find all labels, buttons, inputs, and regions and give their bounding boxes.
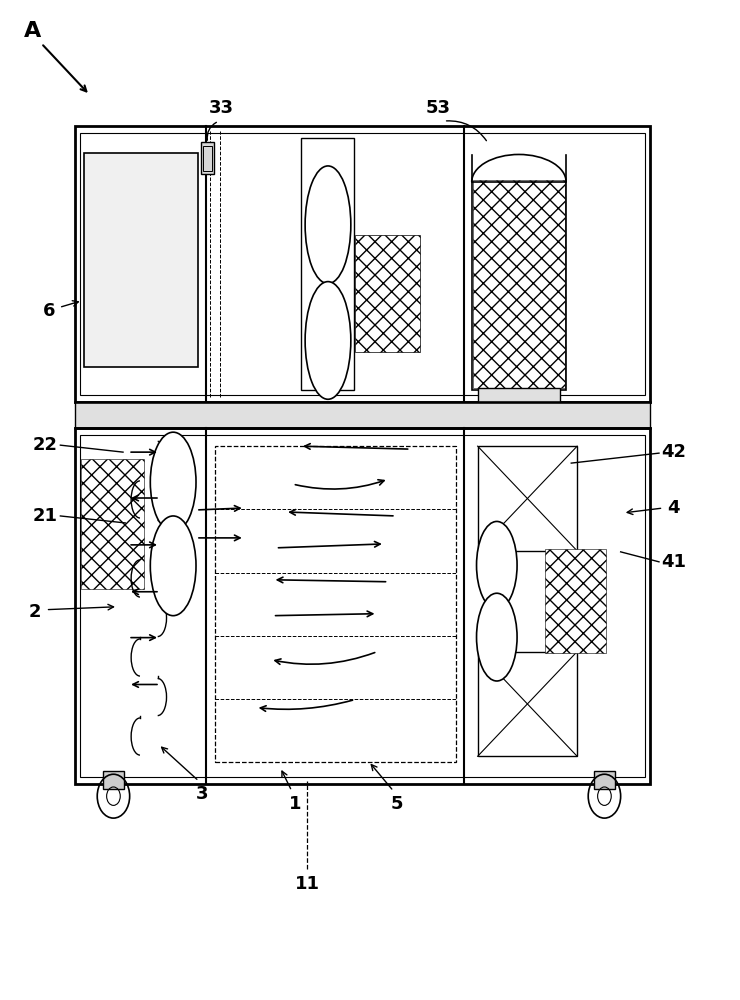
Text: 42: 42 xyxy=(662,443,686,461)
Bar xyxy=(355,235,420,352)
Bar xyxy=(75,428,650,784)
Bar xyxy=(84,153,198,367)
Bar xyxy=(75,402,650,428)
Text: 2: 2 xyxy=(28,603,41,621)
Bar xyxy=(594,771,615,789)
Text: A: A xyxy=(24,21,41,41)
Bar xyxy=(81,459,144,589)
Bar xyxy=(80,133,645,395)
Text: 1: 1 xyxy=(289,795,301,813)
Bar xyxy=(80,435,645,777)
Text: 53: 53 xyxy=(425,99,451,117)
Ellipse shape xyxy=(305,166,351,284)
Bar xyxy=(201,142,215,174)
Bar xyxy=(477,388,560,415)
Bar xyxy=(215,446,456,762)
Bar xyxy=(75,126,650,402)
Text: 3: 3 xyxy=(195,785,208,803)
Bar xyxy=(473,180,565,388)
Text: 6: 6 xyxy=(43,302,56,320)
Text: 11: 11 xyxy=(295,875,320,893)
Bar xyxy=(300,138,354,390)
Bar xyxy=(471,182,566,390)
Bar xyxy=(204,146,212,171)
Ellipse shape xyxy=(305,282,351,399)
Text: 5: 5 xyxy=(390,795,403,813)
Bar xyxy=(477,652,577,756)
Bar xyxy=(545,549,606,653)
Bar xyxy=(103,771,124,789)
Bar xyxy=(477,446,577,551)
Ellipse shape xyxy=(477,593,517,681)
Text: 41: 41 xyxy=(662,553,686,571)
Text: 33: 33 xyxy=(209,99,234,117)
Ellipse shape xyxy=(150,516,196,616)
Ellipse shape xyxy=(477,521,517,609)
Text: 4: 4 xyxy=(667,499,680,517)
Text: 21: 21 xyxy=(33,507,58,525)
Ellipse shape xyxy=(150,432,196,532)
Text: 22: 22 xyxy=(33,436,58,454)
